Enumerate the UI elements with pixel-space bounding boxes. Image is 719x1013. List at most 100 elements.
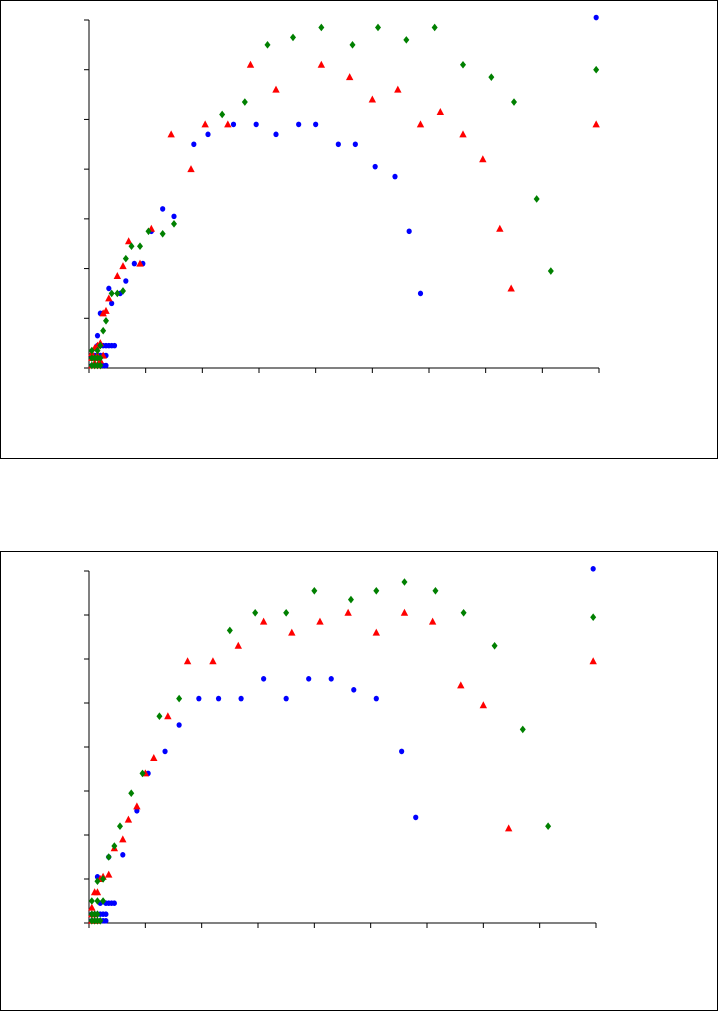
data-point bbox=[94, 332, 101, 339]
data-point bbox=[109, 300, 115, 307]
data-point bbox=[116, 822, 123, 830]
data-point bbox=[313, 121, 319, 128]
data-point bbox=[590, 613, 597, 621]
data-point bbox=[108, 289, 115, 298]
data-point bbox=[593, 65, 600, 74]
data-point bbox=[102, 306, 110, 314]
data-point bbox=[375, 23, 381, 32]
data-point bbox=[120, 287, 126, 295]
data-point bbox=[123, 278, 129, 284]
data-point bbox=[372, 628, 380, 636]
data-point bbox=[205, 131, 211, 138]
data-point bbox=[201, 120, 209, 128]
data-point bbox=[94, 910, 101, 918]
data-point bbox=[230, 121, 237, 128]
data-point bbox=[103, 911, 109, 917]
data-point bbox=[403, 36, 410, 44]
data-point bbox=[401, 578, 408, 586]
data-point bbox=[162, 748, 168, 755]
data-point bbox=[111, 342, 118, 349]
data-point bbox=[416, 120, 425, 128]
data-point bbox=[124, 815, 133, 823]
series-diamond bbox=[88, 578, 597, 925]
data-point bbox=[94, 897, 101, 905]
data-point bbox=[428, 617, 437, 625]
data-point bbox=[137, 242, 143, 250]
data-point bbox=[97, 341, 104, 350]
chart-frame-2 bbox=[0, 551, 718, 1011]
data-point bbox=[124, 237, 133, 245]
data-point bbox=[120, 852, 126, 858]
data-point bbox=[417, 290, 424, 297]
data-point bbox=[479, 701, 488, 709]
data-point bbox=[413, 814, 419, 821]
data-point bbox=[593, 14, 599, 21]
data-point bbox=[519, 725, 526, 734]
data-point bbox=[226, 626, 233, 635]
data-point bbox=[373, 587, 380, 595]
data-point bbox=[351, 687, 357, 693]
data-point bbox=[335, 141, 341, 148]
data-point bbox=[504, 824, 513, 832]
data-point bbox=[328, 676, 334, 682]
data-point bbox=[176, 722, 182, 728]
data-point bbox=[131, 260, 137, 267]
data-point bbox=[344, 608, 352, 616]
data-point bbox=[183, 657, 192, 665]
data-point bbox=[511, 98, 517, 106]
data-point bbox=[160, 206, 166, 212]
data-point bbox=[215, 695, 222, 702]
chart-frame-1 bbox=[0, 0, 718, 459]
scatter-chart-1 bbox=[84, 14, 600, 373]
data-point bbox=[491, 642, 498, 650]
data-point bbox=[394, 85, 402, 93]
scatter-chart-2 bbox=[84, 566, 597, 928]
data-point bbox=[373, 695, 379, 702]
data-point bbox=[288, 628, 296, 636]
data-point bbox=[259, 617, 268, 625]
data-point bbox=[264, 41, 271, 49]
data-point bbox=[460, 609, 467, 617]
data-point bbox=[97, 354, 104, 362]
data-point bbox=[496, 224, 504, 232]
data-point bbox=[93, 888, 102, 896]
data-point bbox=[159, 229, 166, 238]
data-point bbox=[246, 60, 255, 68]
data-point bbox=[100, 326, 107, 335]
data-point bbox=[103, 362, 109, 369]
data-point bbox=[119, 262, 127, 270]
data-point bbox=[261, 676, 267, 682]
data-point bbox=[103, 918, 109, 924]
data-point bbox=[100, 875, 107, 883]
data-point bbox=[345, 73, 354, 81]
data-point bbox=[122, 254, 129, 263]
data-point bbox=[156, 712, 163, 720]
data-point bbox=[209, 657, 217, 665]
data-point bbox=[234, 641, 242, 649]
data-point bbox=[252, 609, 259, 617]
data-point bbox=[545, 822, 552, 830]
data-point bbox=[347, 595, 354, 604]
data-point bbox=[111, 900, 117, 906]
data-point bbox=[272, 85, 280, 93]
data-point bbox=[296, 121, 302, 128]
data-point bbox=[400, 608, 409, 616]
data-point bbox=[317, 60, 326, 68]
data-point bbox=[253, 121, 259, 128]
data-point bbox=[105, 853, 112, 861]
data-point bbox=[150, 754, 158, 761]
data-point bbox=[171, 220, 177, 228]
data-point bbox=[88, 903, 96, 911]
data-point bbox=[459, 130, 467, 138]
data-point bbox=[187, 165, 195, 173]
data-point bbox=[436, 107, 445, 115]
data-point bbox=[311, 587, 318, 595]
data-point bbox=[139, 769, 146, 778]
data-point bbox=[114, 289, 121, 298]
data-point bbox=[488, 73, 495, 81]
data-point bbox=[283, 695, 289, 702]
data-point bbox=[479, 155, 487, 163]
data-point bbox=[241, 98, 248, 106]
data-point bbox=[507, 284, 515, 292]
data-point bbox=[111, 842, 118, 850]
